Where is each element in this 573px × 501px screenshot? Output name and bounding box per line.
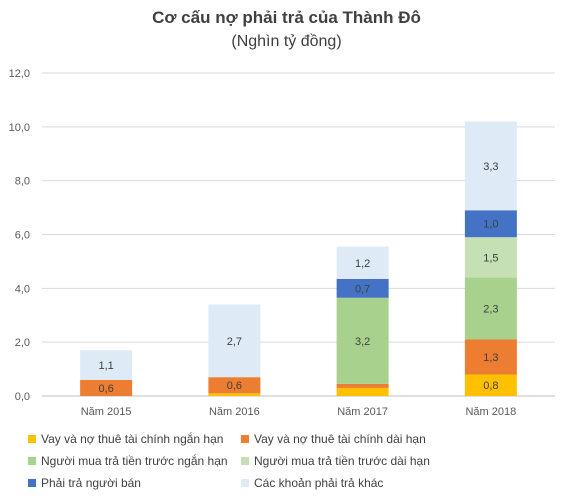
bar-segment — [80, 350, 133, 380]
y-tick-label: 4,0 — [15, 283, 30, 295]
legend-swatch — [28, 457, 36, 465]
legend-label: Vay và nợ thuê tài chính ngắn hạn — [41, 432, 224, 446]
legend-item: Vay và nợ thuê tài chính dài hạn — [241, 431, 541, 447]
data-label: 3,2 — [355, 336, 370, 348]
legend-swatch — [241, 457, 249, 465]
bar-segment — [80, 379, 133, 396]
data-label: 1,2 — [355, 258, 370, 270]
x-tick-label: Năm 2015 — [81, 406, 132, 418]
bar-segment — [336, 383, 389, 388]
legend-swatch — [241, 435, 249, 443]
x-tick-label: Năm 2018 — [465, 406, 516, 418]
bar-segment — [464, 277, 517, 340]
legend-item: Người mua trả tiền trước ngắn hạn — [28, 453, 241, 469]
legend-swatch — [28, 479, 36, 487]
data-label: 3,3 — [483, 161, 498, 173]
bar-segment — [336, 297, 389, 384]
bar-segment — [208, 393, 261, 396]
legend-label: Người mua trả tiền trước ngắn hạn — [41, 454, 228, 468]
data-label: 1,0 — [483, 219, 498, 231]
bar-segment — [336, 246, 389, 279]
legend-label: Người mua trả tiền trước dài hạn — [254, 454, 430, 468]
legend-label: Các khoản phải trả khác — [254, 476, 384, 490]
bar-segment — [208, 304, 261, 378]
bar-segment — [464, 210, 517, 238]
bar-segment — [464, 121, 517, 211]
legend: Vay và nợ thuê tài chính ngắn hạn Vay và … — [28, 431, 568, 491]
legend-label: Phải trả người bán — [41, 476, 141, 490]
data-label: 0,8 — [483, 380, 498, 392]
bar-segment — [464, 374, 517, 396]
data-label: 1,3 — [483, 352, 498, 364]
legend-swatch — [28, 435, 36, 443]
bar-segment — [208, 377, 261, 394]
chart-subtitle: (Nghìn tỷ đồng) — [231, 33, 342, 50]
legend-item: Vay và nợ thuê tài chính ngắn hạn — [28, 431, 241, 447]
data-label: 1,5 — [483, 252, 498, 264]
data-label: 1,1 — [98, 360, 113, 372]
data-label: 0,7 — [355, 283, 370, 295]
bar-segment — [464, 237, 517, 278]
legend-label: Vay và nợ thuê tài chính dài hạn — [254, 432, 426, 446]
legend-item: Các khoản phải trả khác — [241, 475, 541, 491]
y-tick-label: 8,0 — [15, 176, 30, 188]
y-tick-label: 2,0 — [15, 337, 30, 349]
y-tick-label: 10,0 — [9, 122, 30, 134]
y-tick-label: 6,0 — [15, 230, 30, 242]
y-tick-label: 0,0 — [15, 391, 30, 403]
data-label: 2,3 — [483, 304, 498, 316]
bar-segment — [336, 278, 389, 298]
data-label: 0,6 — [227, 380, 242, 392]
x-tick-label: Năm 2016 — [209, 406, 260, 418]
bar-segment — [464, 339, 517, 375]
y-tick-label: 12,0 — [9, 68, 30, 80]
legend-swatch — [241, 479, 249, 487]
x-tick-label: Năm 2017 — [337, 406, 388, 418]
chart-title: Cơ cấu nợ phải trả của Thành Đô — [152, 8, 421, 27]
data-label: 2,7 — [227, 336, 242, 348]
bar-segment — [336, 387, 389, 396]
legend-item: Phải trả người bán — [28, 475, 241, 491]
legend-item: Người mua trả tiền trước dài hạn — [241, 453, 541, 469]
data-label: 0,6 — [98, 383, 113, 395]
